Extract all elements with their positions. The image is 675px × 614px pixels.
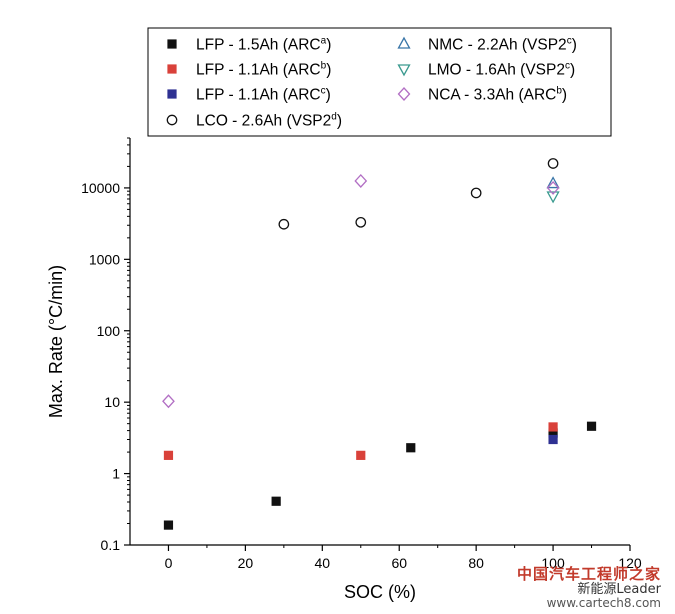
x-tick-label: 80 — [468, 555, 484, 571]
data-point — [406, 443, 416, 453]
x-tick-label: 120 — [618, 555, 642, 571]
data-point — [548, 422, 558, 432]
legend-label: LFP - 1.5Ah (ARCa) — [196, 36, 331, 54]
legend-label: NCA - 3.3Ah (ARCb) — [428, 86, 567, 104]
data-point — [470, 187, 482, 199]
x-tick-label: 20 — [238, 555, 254, 571]
y-tick-label: 1 — [112, 466, 120, 482]
data-point — [271, 496, 281, 506]
legend-marker — [397, 87, 411, 101]
legend-item: NCA - 3.3Ah (ARCb) — [397, 86, 567, 104]
legend-marker — [167, 64, 177, 74]
legend-marker — [397, 64, 411, 77]
legend-box — [147, 27, 612, 137]
data-point — [278, 218, 290, 230]
series-2 — [548, 434, 558, 445]
data-point — [546, 176, 560, 189]
series-1 — [163, 422, 558, 460]
x-tick-label: 40 — [315, 555, 331, 571]
y-tick-label: 10 — [104, 394, 120, 410]
legend-item: LFP - 1.1Ah (ARCb) — [167, 61, 331, 79]
watermark-subtitle: 新能源Leader — [577, 581, 661, 597]
series-0 — [163, 421, 597, 530]
legend-marker — [167, 89, 177, 99]
x-tick-label: 60 — [391, 555, 407, 571]
watermark-title: 中国汽车工程师之家 — [516, 565, 661, 584]
data-point — [355, 216, 367, 228]
legend-item: LFP - 1.1Ah (ARCc) — [167, 86, 331, 104]
data-point — [586, 421, 597, 431]
data-point — [548, 434, 558, 445]
legend-label: NMC - 2.2Ah (VSP2c) — [428, 36, 577, 54]
x-axis-title: SOC (%) — [344, 582, 416, 602]
watermark: 中国汽车工程师之家 新能源Leader www.cartech8.com — [517, 566, 661, 610]
data-point — [356, 450, 366, 460]
data-point — [163, 450, 174, 460]
legend-item: NMC - 2.2Ah (VSP2c) — [397, 36, 577, 54]
legend-marker — [167, 39, 177, 49]
legend-label: LFP - 1.1Ah (ARCb) — [196, 61, 331, 79]
data-point — [548, 428, 558, 438]
legend-marker — [397, 36, 411, 49]
series-5 — [546, 191, 560, 204]
legend-label: LFP - 1.1Ah (ARCc) — [196, 86, 331, 104]
data-point — [547, 158, 559, 169]
data-point — [354, 174, 368, 188]
y-tick-label: 100 — [97, 323, 121, 339]
data-point — [162, 394, 175, 409]
legend-item: LFP - 1.5Ah (ARCa) — [167, 36, 331, 54]
x-tick-label: 0 — [165, 555, 173, 571]
watermark-url: www.cartech8.com — [546, 595, 661, 610]
data-point — [546, 191, 560, 204]
y-tick-label: 1000 — [89, 251, 120, 267]
series-6 — [162, 174, 560, 409]
x-tick-label: 100 — [541, 555, 565, 571]
data-point — [163, 520, 174, 530]
legend-marker — [166, 114, 178, 126]
y-tick-label: 10000 — [81, 180, 120, 196]
y-axis-title: Max. Rate (°C/min) — [46, 265, 66, 418]
legend-label: LCO - 2.6Ah (VSP2d) — [196, 112, 342, 130]
legend-item: LCO - 2.6Ah (VSP2d) — [166, 112, 342, 130]
series-4 — [546, 176, 560, 189]
legend-label: LMO - 1.6Ah (VSP2c) — [428, 61, 575, 79]
series-3 — [278, 158, 559, 230]
legend-item: LMO - 1.6Ah (VSP2c) — [397, 61, 575, 79]
data-point — [546, 180, 560, 195]
legend: LFP - 1.5Ah (ARCa) LFP - 1.1Ah (ARCb) LFP … — [147, 27, 612, 137]
y-tick-label: 0.1 — [101, 537, 121, 553]
